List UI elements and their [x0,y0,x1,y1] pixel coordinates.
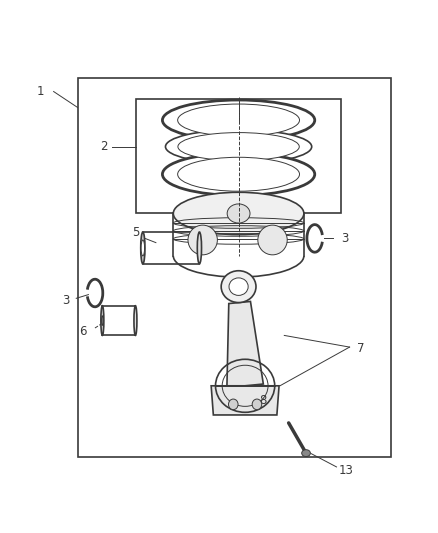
Ellipse shape [166,130,312,164]
Ellipse shape [141,232,145,264]
Ellipse shape [229,278,248,295]
Text: 2: 2 [100,140,107,153]
Text: 4: 4 [235,285,242,297]
Ellipse shape [258,225,287,255]
Ellipse shape [141,240,145,256]
Ellipse shape [221,271,256,303]
Text: 5: 5 [132,225,139,239]
Text: 1: 1 [37,85,44,98]
Ellipse shape [102,316,103,326]
Text: 3: 3 [62,294,70,308]
Text: 7: 7 [357,342,364,355]
Ellipse shape [178,157,300,191]
Ellipse shape [173,192,304,235]
Ellipse shape [178,133,299,161]
Ellipse shape [302,450,311,457]
Ellipse shape [227,204,250,223]
Text: 8: 8 [259,393,266,407]
Ellipse shape [229,399,238,410]
Text: 6: 6 [79,325,87,338]
Ellipse shape [162,100,315,140]
Ellipse shape [197,232,201,264]
Bar [78,78,391,457]
Text: 13: 13 [339,464,354,477]
Ellipse shape [162,153,315,196]
Bar [136,100,341,214]
Ellipse shape [178,104,300,136]
Text: 3: 3 [342,232,349,245]
Ellipse shape [188,225,217,255]
Polygon shape [227,302,263,387]
Ellipse shape [134,306,137,335]
Ellipse shape [101,306,104,335]
Polygon shape [211,386,279,415]
Ellipse shape [252,399,262,410]
